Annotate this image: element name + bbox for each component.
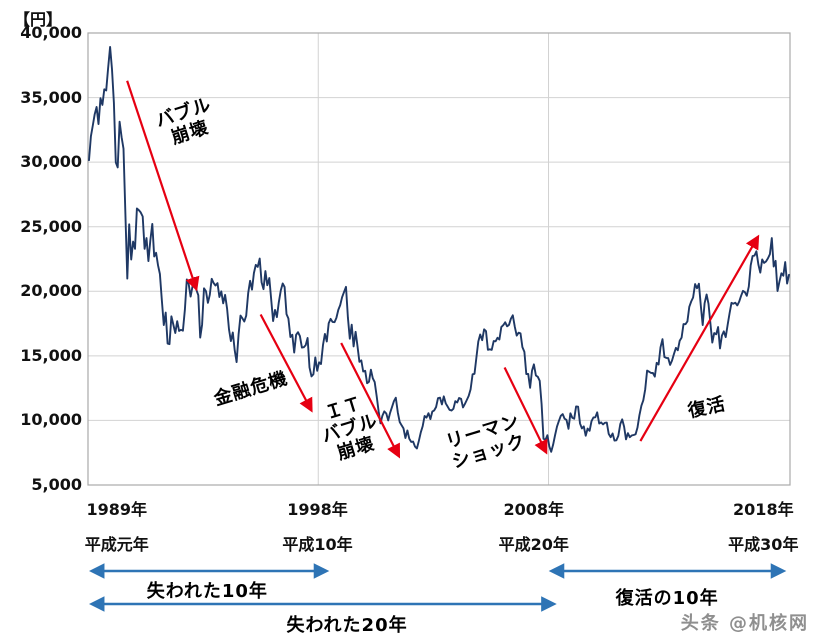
watermark-text: 头条 @机核网	[680, 613, 809, 634]
x-tick-year-label: 2008年	[503, 500, 565, 519]
x-tick-era-label: 平成10年	[282, 535, 353, 554]
y-tick-label: 5,000	[31, 475, 82, 494]
y-tick-label: 10,000	[20, 410, 82, 430]
y-tick-label: 40,000	[20, 23, 82, 42]
x-tick-year-label: 2018年	[733, 500, 794, 519]
y-tick-label: 20,000	[20, 281, 82, 301]
y-axis-unit-label: 【円】	[14, 10, 63, 29]
range-label-lost-20-years: 失われた20年	[286, 615, 408, 636]
range-label-recovery-10-years: 復活の10年	[615, 588, 719, 609]
y-tick-label: 15,000	[20, 345, 82, 365]
plot-border	[87, 32, 791, 486]
index-price-line	[88, 45, 790, 453]
event-arrow-bubble-collapse	[126, 80, 200, 292]
x-tick-era-label: 平成20年	[498, 535, 569, 554]
event-arrow-financial-crisis	[259, 314, 313, 413]
event-arrow-recovery	[639, 234, 760, 442]
event-arrow-lehman-shock	[503, 366, 548, 455]
x-tick-year-label: 1998年	[287, 500, 348, 519]
range-label-lost-10-years: 失われた10年	[146, 581, 268, 602]
y-tick-label: 25,000	[20, 216, 82, 236]
y-tick-label: 35,000	[20, 87, 82, 107]
x-tick-era-label: 平成元年	[84, 535, 149, 554]
event-arrow-it-bubble-collapse	[340, 342, 401, 459]
y-tick-label: 30,000	[20, 152, 82, 172]
x-tick-year-label: 1989年	[86, 500, 148, 519]
x-tick-era-label: 平成30年	[728, 535, 799, 554]
